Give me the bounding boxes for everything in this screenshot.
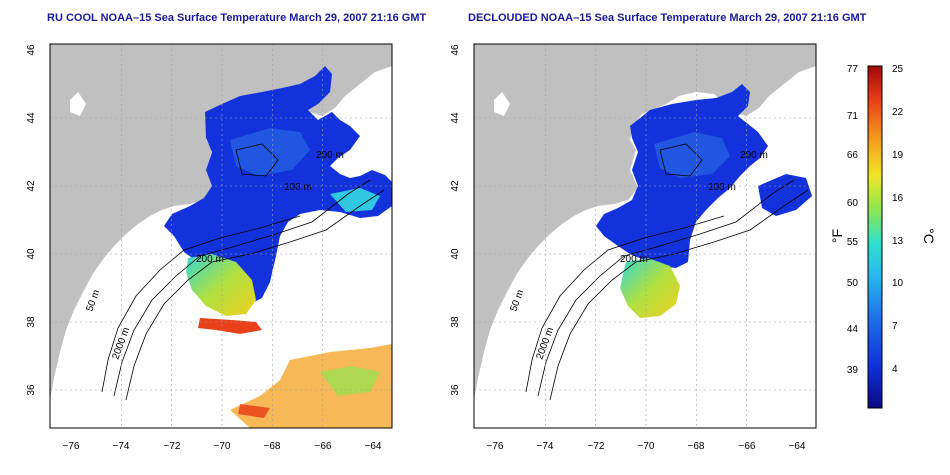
left-sst-warm-eddy	[186, 254, 256, 316]
left-lake	[70, 92, 86, 116]
left-contour-label-100: 100 m	[284, 182, 312, 193]
celsius-tick-label: 25	[892, 64, 904, 75]
fahrenheit-tick-label: 60	[847, 198, 859, 209]
right-y-tick-label: 46	[450, 44, 461, 56]
left-isobath-basin	[235, 143, 279, 177]
left-y-tick-label: 40	[26, 248, 37, 260]
left-isobath-2000	[125, 189, 385, 401]
right-map: 50 m 200 m 2000 m 100 m 200 m −76 −74 −7…	[450, 43, 817, 452]
right-y-tick-label: 38	[450, 316, 461, 328]
left-y-tick-label: 38	[26, 316, 37, 328]
left-x-tick-label: −76	[63, 441, 80, 452]
left-gulf-stream-patch	[320, 366, 380, 396]
left-x-tick-label: −66	[315, 441, 332, 452]
celsius-tick-label: 16	[892, 193, 904, 204]
fahrenheit-tick-label: 77	[847, 64, 859, 75]
right-isobath-2000	[549, 189, 809, 401]
right-lake	[494, 92, 510, 116]
celsius-tick-label: 10	[892, 278, 904, 289]
right-land	[474, 44, 816, 400]
left-isobath-200	[113, 179, 371, 397]
left-contour-label-200b: 200 m	[316, 150, 344, 161]
left-y-tick-label: 44	[26, 112, 37, 124]
celsius-tick-label: 22	[892, 107, 904, 118]
celsius-tick-label: 4	[892, 364, 898, 375]
right-sst-mid	[654, 132, 730, 178]
right-isobath-basin	[659, 143, 703, 177]
right-contour-label-200: 200 m	[620, 254, 648, 265]
left-y-tick-label: 36	[26, 384, 37, 396]
left-sst-shelf	[330, 188, 380, 212]
celsius-unit-label: °C	[921, 228, 937, 244]
colorbar-gradient	[867, 65, 883, 409]
right-x-tick-label: −68	[688, 441, 705, 452]
right-sst-east	[758, 174, 812, 216]
right-grid	[474, 44, 816, 428]
left-map-border	[49, 43, 393, 429]
left-y-tick-label: 46	[26, 44, 37, 56]
fahrenheit-unit-label: °F	[829, 229, 845, 243]
left-gulf-stream	[230, 344, 392, 428]
right-isobath-50	[525, 215, 725, 393]
left-map: 50 m 200 m 2000 m 100 m 200 m −76 −74 −7…	[26, 43, 393, 452]
right-y-axis: 36 38 40 42 44 46	[450, 44, 461, 396]
celsius-tick-label: 13	[892, 236, 904, 247]
right-sst-warm-eddy	[620, 258, 680, 318]
right-y-tick-label: 44	[450, 112, 461, 124]
left-y-axis: 36 38 40 42 44 46	[26, 44, 37, 396]
right-x-tick-label: −74	[537, 441, 554, 452]
right-x-tick-label: −66	[739, 441, 756, 452]
right-map-border	[473, 43, 817, 429]
left-y-tick-label: 42	[26, 180, 37, 192]
left-sst-cold	[164, 66, 392, 304]
fahrenheit-tick-label: 44	[847, 324, 859, 335]
right-contour-label-100: 100 m	[708, 182, 736, 193]
celsius-tick-label: 19	[892, 150, 904, 161]
left-x-axis: −76 −74 −72 −70 −68 −66 −64	[63, 441, 382, 452]
right-isobath-200	[537, 179, 795, 397]
fahrenheit-tick-label: 50	[847, 278, 859, 289]
left-map-title: RU COOL NOAA–15 Sea Surface Temperature …	[47, 12, 427, 24]
right-x-tick-label: −64	[789, 441, 806, 452]
colorbar-celsius-ticks: 25 22 19 16 13 10 7 4	[892, 64, 904, 375]
left-x-tick-label: −68	[264, 441, 281, 452]
left-grid	[50, 44, 392, 428]
right-x-tick-label: −72	[588, 441, 605, 452]
left-land	[50, 44, 392, 400]
fahrenheit-tick-label: 39	[847, 365, 859, 376]
fahrenheit-tick-label: 66	[847, 150, 859, 161]
left-gulf-stream-patch-2	[238, 404, 270, 418]
fahrenheit-tick-label: 55	[847, 237, 859, 248]
left-x-tick-label: −74	[113, 441, 130, 452]
left-isobath-50	[101, 215, 301, 393]
left-contour-label-200: 200 m	[196, 254, 224, 265]
right-y-tick-label: 36	[450, 384, 461, 396]
right-y-tick-label: 42	[450, 180, 461, 192]
right-y-tick-label: 40	[450, 248, 461, 260]
celsius-tick-label: 7	[892, 321, 898, 332]
left-x-tick-label: −72	[164, 441, 181, 452]
right-x-axis: −76 −74 −72 −70 −68 −66 −64	[487, 441, 806, 452]
fahrenheit-tick-label: 71	[847, 111, 859, 122]
left-x-tick-label: −64	[365, 441, 382, 452]
colorbar-fahrenheit-ticks: 77 71 66 60 55 50 44 39	[847, 64, 859, 376]
left-x-tick-label: −70	[214, 441, 231, 452]
right-x-tick-label: −70	[638, 441, 655, 452]
colorbar: 77 71 66 60 55 50 44 39 25 22 19 16 13 1…	[829, 64, 937, 409]
right-map-title: DECLOUDED NOAA–15 Sea Surface Temperatur…	[468, 12, 867, 24]
right-contour-label-200b: 200 m	[740, 150, 768, 161]
right-x-tick-label: −76	[487, 441, 504, 452]
